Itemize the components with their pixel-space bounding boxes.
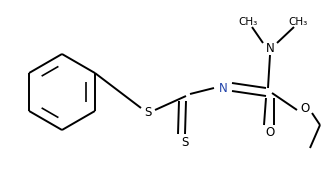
- Text: O: O: [301, 101, 310, 115]
- Text: CH₃: CH₃: [288, 17, 308, 27]
- Text: S: S: [144, 105, 152, 118]
- Text: S: S: [181, 136, 189, 149]
- Text: N: N: [266, 42, 274, 54]
- Text: N: N: [219, 81, 227, 95]
- Text: CH₃: CH₃: [238, 17, 258, 27]
- Text: O: O: [266, 127, 275, 139]
